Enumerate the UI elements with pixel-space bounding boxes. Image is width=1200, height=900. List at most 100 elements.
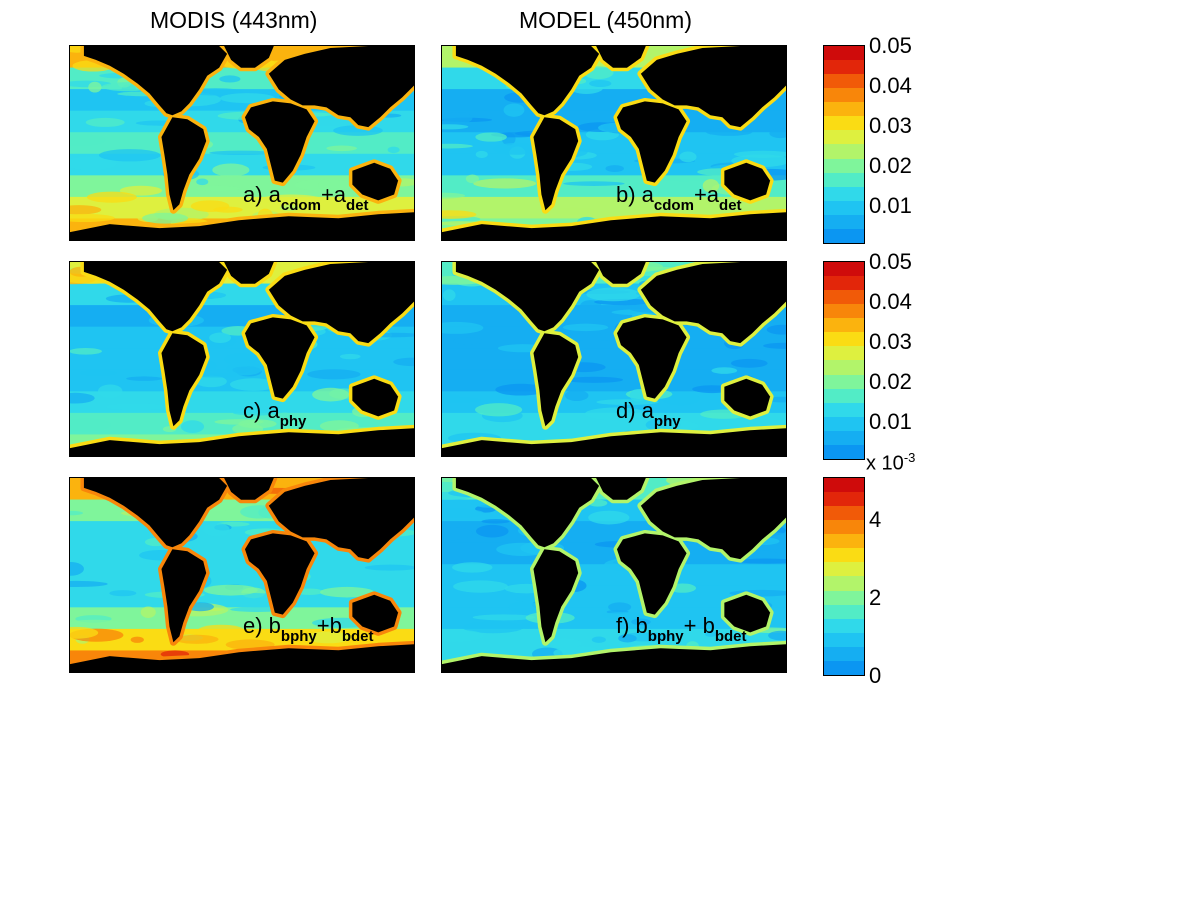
land-mass <box>268 262 414 344</box>
ocean-patch <box>312 387 350 402</box>
ocean-patch <box>730 358 768 368</box>
ocean-patch <box>220 93 275 104</box>
ocean-patch <box>209 332 232 343</box>
ocean-patch <box>563 181 625 186</box>
panel-label-e: e) bbphy+bbdet <box>243 613 374 645</box>
panel-label-b: b) acdom+adet <box>616 182 742 214</box>
ocean-patch <box>203 584 258 596</box>
ocean-patch <box>589 80 612 88</box>
land-mass <box>640 262 786 344</box>
colorbar-3-tick-label: 4 <box>869 507 882 532</box>
ocean-patch <box>86 191 137 203</box>
land-mass <box>352 162 399 201</box>
ocean-patch <box>318 179 332 191</box>
ocean-patch <box>213 206 243 213</box>
ocean-patch <box>387 146 400 154</box>
land-mass <box>616 101 687 183</box>
colorbar-2-tick-label: 0.03 <box>869 329 912 354</box>
land-mass <box>640 478 786 560</box>
ocean-patch <box>142 212 189 224</box>
land-mass <box>224 478 274 500</box>
land-mass <box>442 212 786 240</box>
ocean-patch <box>279 204 300 212</box>
colorbar-2-tick-label: 0.01 <box>869 409 912 434</box>
land-mass <box>83 262 228 332</box>
ocean-patch <box>79 370 117 376</box>
ocean-patch <box>70 213 115 222</box>
ocean-patch <box>711 367 738 374</box>
land-mass <box>224 46 274 68</box>
map-panel-c <box>69 261 415 457</box>
land-mass <box>442 644 786 672</box>
ocean-patch <box>584 407 648 421</box>
ocean-band <box>442 348 786 371</box>
land-mass <box>161 549 207 643</box>
ocean-patch <box>126 376 163 381</box>
ocean-patch <box>209 150 273 156</box>
ocean-patch <box>736 558 786 564</box>
ocean-patch <box>657 176 712 182</box>
ocean-patch <box>608 602 632 612</box>
ocean-patch <box>601 612 653 619</box>
ocean-patch <box>196 178 209 186</box>
ocean-patch <box>232 410 279 416</box>
ocean-patch <box>70 348 102 355</box>
ocean-patch <box>70 619 126 629</box>
ocean-patch <box>549 638 582 649</box>
ocean-patch <box>339 353 361 360</box>
ocean-patch <box>465 174 479 184</box>
ocean-patch <box>586 287 641 302</box>
ocean-patch <box>214 419 264 425</box>
ocean-patch <box>70 418 112 432</box>
panel-label-a: a) acdom+adet <box>243 182 369 214</box>
map-panel-a <box>69 45 415 241</box>
land-mass <box>616 533 687 615</box>
ocean-patch <box>596 399 659 405</box>
ocean-patch <box>481 519 510 524</box>
ocean-patch <box>106 403 167 411</box>
ocean-patch <box>702 179 720 193</box>
land-mass <box>161 333 207 427</box>
ocean-patch <box>307 369 361 380</box>
land-mass <box>596 46 646 68</box>
coastal-band <box>442 640 786 672</box>
ocean-patch <box>197 624 245 636</box>
ocean-patch <box>260 194 323 205</box>
land-mass <box>83 46 228 116</box>
ocean-patch <box>503 103 525 117</box>
coastal-band <box>70 640 414 672</box>
ocean-patch <box>193 373 238 378</box>
ocean-band <box>442 196 786 220</box>
ocean-patch <box>174 634 219 644</box>
ocean-patch <box>704 631 717 637</box>
ocean-band <box>70 564 414 587</box>
ocean-patch <box>224 353 257 366</box>
land-mass <box>352 378 399 417</box>
ocean-patch <box>442 629 484 642</box>
ocean-patch <box>453 337 484 345</box>
land-mass <box>724 162 771 201</box>
land-mass <box>533 333 579 427</box>
colorbar-2-tick-label: 0.05 <box>869 249 912 274</box>
ocean-patch <box>629 389 646 402</box>
ocean-patch <box>212 163 250 177</box>
land-mass <box>455 262 600 332</box>
ocean-patch <box>588 510 630 525</box>
land-mass <box>244 101 315 183</box>
colorbar-1-tick-label: 0.04 <box>869 73 912 98</box>
panel-label-f: f) bbphy+ bbdet <box>616 613 747 645</box>
ocean-patch <box>679 151 697 163</box>
ocean-patch <box>70 156 117 171</box>
ocean-patch <box>452 562 493 573</box>
panel-label-d: d) aphy <box>616 398 681 430</box>
ocean-patch <box>70 392 95 404</box>
ocean-patch <box>364 564 414 571</box>
coastal-band <box>220 46 278 72</box>
ocean-patch <box>705 127 753 136</box>
ocean-patch <box>226 362 263 376</box>
land-mass <box>268 478 414 560</box>
ocean-patch <box>565 376 624 383</box>
colorbar-1-tick-label: 0.01 <box>869 193 912 218</box>
land-mass <box>244 317 315 399</box>
map-panel-e <box>69 477 415 673</box>
